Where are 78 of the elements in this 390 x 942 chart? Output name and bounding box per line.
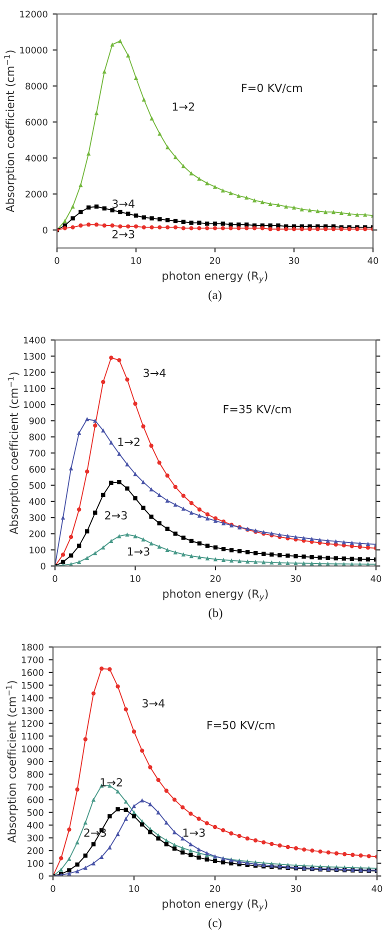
y-tick-label: 800 <box>29 434 46 440</box>
x-tick-label: 10 <box>129 885 140 892</box>
y-tick-label: 12000 <box>20 10 48 18</box>
x-tick-label: 30 <box>290 885 302 892</box>
y-axis-title: Absorption coefficient (cm$^{−1}$) <box>4 50 16 212</box>
series-label: 3→4 <box>112 200 134 208</box>
y-tick-label: 1000 <box>22 746 44 752</box>
y-tick-label: 10000 <box>20 46 48 54</box>
x-tick-label: 0 <box>50 885 56 892</box>
y-tick-label: 1800 <box>22 644 44 651</box>
y-tick-label: 1300 <box>24 352 46 360</box>
text: (b) <box>208 608 222 620</box>
y-tick-label: 200 <box>27 847 44 854</box>
annotation: F=50 KV/cm <box>208 720 274 730</box>
series-label: 1→2 <box>100 778 122 786</box>
y-tick-label: 1600 <box>22 669 44 676</box>
y-tick-label: 1100 <box>22 732 44 740</box>
x-axis-title: photon energy (R$_{y}$) <box>162 271 268 284</box>
y-tick-label: 1200 <box>22 720 44 727</box>
y-tick-label: 1000 <box>24 401 46 408</box>
y-tick-label: 900 <box>29 417 46 424</box>
y-tick-label: 1400 <box>22 694 44 702</box>
y-tick-label: 1100 <box>24 385 46 392</box>
y-tick-label: 600 <box>29 466 46 473</box>
y-tick-label: 400 <box>29 498 46 505</box>
x-tick-label: 20 <box>210 885 220 892</box>
x-tick-label: 40 <box>368 257 378 264</box>
y-tick-label: 1700 <box>22 656 44 664</box>
x-tick-label: 0 <box>52 575 58 582</box>
x-tick-label: 20 <box>210 257 220 264</box>
series-label: 1→2 <box>172 102 194 111</box>
x-tick-label: 40 <box>372 885 382 892</box>
x-tick-label: 30 <box>290 575 301 582</box>
y-tick-label: 800 <box>27 770 44 778</box>
y-tick-label: 100 <box>30 546 46 554</box>
series-label: 1→3 <box>128 547 150 556</box>
y-tick-label: 400 <box>27 822 44 829</box>
y-tick-label: 8000 <box>26 82 48 90</box>
y-axis-title: Absorption coefficient (cm$^{−1}$) <box>6 681 18 843</box>
y-tick-label: 1300 <box>22 707 44 714</box>
y-tick-label: 200 <box>29 530 46 538</box>
y-tick-label: 1200 <box>24 369 46 376</box>
y-tick-label: 0 <box>40 562 46 570</box>
series-label: 3→4 <box>144 368 166 378</box>
x-axis-title: photon energy (R$_{y}$) <box>163 589 268 602</box>
x-axis-title: photon energy (R$_{y}$) <box>162 899 268 912</box>
y-tick-label: 100 <box>28 860 44 867</box>
y-tick-label: 700 <box>27 784 44 791</box>
annotation: F=0 KV/cm <box>242 84 302 93</box>
y-tick-label: 700 <box>29 450 46 457</box>
series-label: 1→3 <box>183 828 205 837</box>
y-tick-label: 1500 <box>22 682 44 689</box>
y-tick-label: 1400 <box>24 336 46 344</box>
text: (a) <box>208 290 222 302</box>
x-tick-label: 10 <box>131 257 142 264</box>
x-tick-label: 20 <box>210 575 221 582</box>
series-label: 2→3 <box>112 230 134 238</box>
y-tick-label: 500 <box>27 809 44 816</box>
y-tick-label: 0 <box>38 872 44 880</box>
x-tick-label: 30 <box>288 257 300 264</box>
y-tick-label: 300 <box>29 514 46 522</box>
y-tick-label: 0 <box>42 226 48 234</box>
y-tick-label: 2000 <box>26 190 48 198</box>
y-tick-label: 600 <box>27 796 44 804</box>
series-label: 2→3 <box>105 511 127 520</box>
y-tick-label: 300 <box>27 834 44 842</box>
y-axis-title: Absorption coefficient (cm$^{−1}$) <box>8 372 20 534</box>
x-tick-label: 0 <box>54 257 60 264</box>
y-tick-label: 4000 <box>25 154 48 162</box>
series-label: 3→4 <box>142 699 165 708</box>
x-tick-label: 40 <box>370 575 382 582</box>
y-tick-label: 900 <box>27 758 44 766</box>
y-tick-label: 500 <box>29 482 46 489</box>
series-label: 1→2 <box>118 438 140 446</box>
x-tick-label: 10 <box>130 575 140 582</box>
annotation: F=35 KV/cm <box>224 404 291 414</box>
text: (c) <box>208 918 222 930</box>
y-tick-label: 6000 <box>26 118 48 126</box>
